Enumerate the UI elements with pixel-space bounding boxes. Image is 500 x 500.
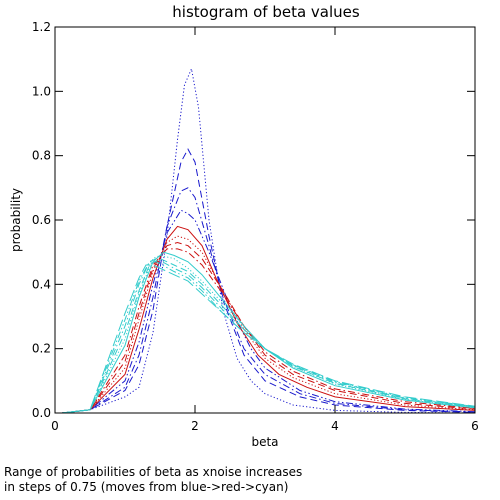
x-axis: 0 2 4 6 <box>51 27 479 433</box>
x-axis-label: beta <box>251 435 278 449</box>
series-line-blue-3 <box>61 187 476 414</box>
chart-title: histogram of beta values <box>172 3 360 21</box>
series-line-blue-1 <box>61 67 476 414</box>
x-tick-label: 4 <box>331 419 339 433</box>
series-line-red-5 <box>61 225 476 414</box>
series-line-cyan-11 <box>61 258 476 414</box>
y-tick-label: 1.0 <box>32 84 51 98</box>
series-line-red-8 <box>61 248 476 414</box>
y-tick-label: 0.4 <box>32 277 51 291</box>
plot-area <box>61 67 476 414</box>
series-line-red-7 <box>61 241 476 414</box>
caption-line-2: in steps of 0.75 (moves from blue->red->… <box>4 480 289 494</box>
y-axis: 0.0 0.2 0.4 0.6 0.8 1.0 1.2 <box>32 20 475 420</box>
x-tick-label: 6 <box>471 419 479 433</box>
series-line-cyan-12 <box>61 258 476 414</box>
x-tick-label: 2 <box>191 419 199 433</box>
series-line-blue-2 <box>61 148 476 414</box>
y-tick-label: 0.6 <box>32 213 51 227</box>
series-line-red-6 <box>61 235 476 414</box>
series-line-cyan-9 <box>61 251 476 414</box>
series-line-blue-4 <box>61 209 476 414</box>
y-tick-label: 1.2 <box>32 20 51 34</box>
y-tick-label: 0.0 <box>32 406 51 420</box>
series-line-cyan-14 <box>61 264 476 414</box>
series-line-cyan-13 <box>61 261 476 414</box>
y-tick-label: 0.2 <box>32 342 51 356</box>
caption-line-1: Range of probabilities of beta as xnoise… <box>4 465 303 479</box>
x-tick-label: 0 <box>51 419 59 433</box>
y-tick-label: 0.8 <box>32 149 51 163</box>
y-axis-label: probability <box>9 188 23 252</box>
series-line-cyan-10 <box>61 254 476 414</box>
